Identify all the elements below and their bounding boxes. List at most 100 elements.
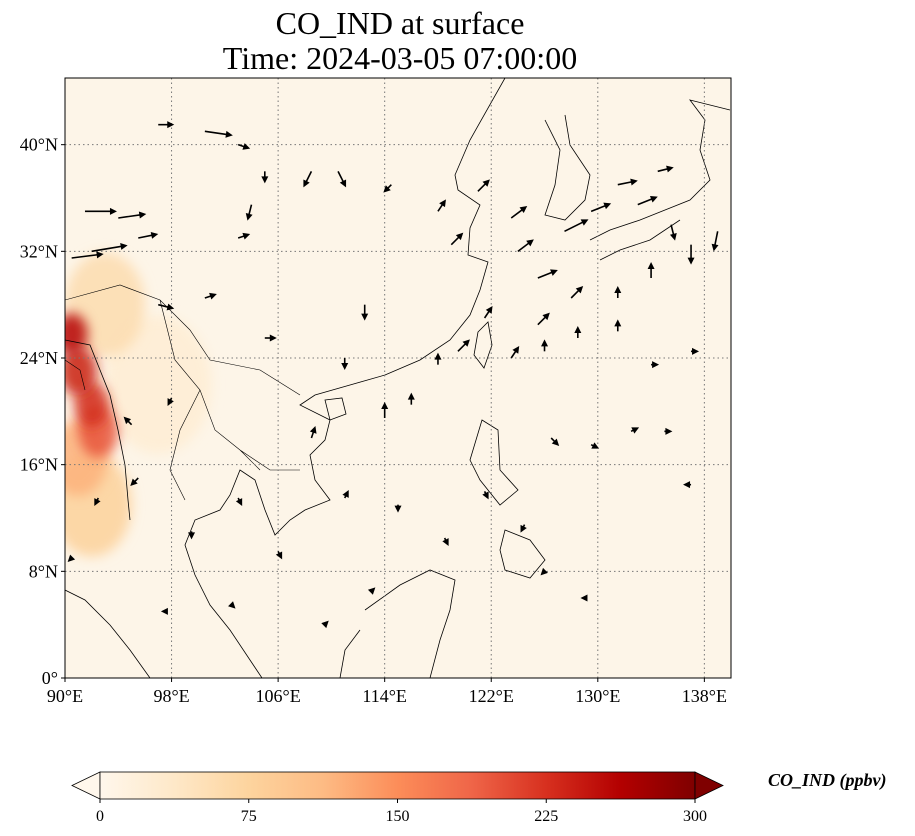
wind-arrow xyxy=(614,286,622,298)
coastline-taiwan xyxy=(473,321,493,369)
wind-arrow xyxy=(303,170,313,188)
co-hotspot xyxy=(104,315,212,454)
co-concentration-field xyxy=(65,252,212,557)
wind-arrow xyxy=(158,303,175,311)
wind-arrow xyxy=(457,339,470,352)
colorbar-extend-low xyxy=(71,771,101,800)
wind-arrow xyxy=(590,442,600,449)
lat-tick-label: 0° xyxy=(42,668,58,688)
colorbar-tick-label: 75 xyxy=(241,808,257,825)
wind-arrow xyxy=(580,594,588,602)
wind-arrow xyxy=(482,490,489,500)
lat-tick-label: 32°N xyxy=(20,241,58,261)
wind-arrow xyxy=(309,426,317,439)
wind-arrow xyxy=(711,231,719,252)
wind-arrow xyxy=(381,402,389,418)
colorbar-tick-label: 225 xyxy=(534,808,558,825)
wind-arrow xyxy=(647,262,655,278)
wind-arrow xyxy=(204,292,217,300)
wind-arrow xyxy=(237,143,251,150)
wind-arrow xyxy=(367,587,376,595)
wind-arrow xyxy=(637,196,658,206)
coastline-hainan xyxy=(324,397,347,421)
wind-arrow xyxy=(84,207,117,215)
coastline-korea xyxy=(544,114,591,221)
wind-arrow xyxy=(434,352,442,365)
wind-arrow xyxy=(691,347,700,355)
map-frame xyxy=(64,77,732,679)
wind-arrow xyxy=(541,339,549,352)
wind-arrow xyxy=(442,537,449,546)
colorbar-tick-label: 150 xyxy=(386,808,410,825)
wind-arrow xyxy=(321,620,329,629)
lat-tick-label: 8°N xyxy=(29,561,58,581)
wind-arrow xyxy=(341,358,349,370)
wind-arrow xyxy=(510,346,520,359)
lat-tick-label: 24°N xyxy=(20,348,58,368)
wind-arrow xyxy=(483,306,493,319)
axis-ticks: 90°E 98°E 106°E 114°E 122°E 130°E 138°E 0° 8°N 16… xyxy=(20,135,727,706)
lon-tick-label: 90°E xyxy=(47,686,83,706)
co-hotspot xyxy=(65,313,88,355)
wind-arrow xyxy=(264,334,277,342)
coastline-east-asia xyxy=(184,78,506,678)
coastline-borneo xyxy=(339,569,456,678)
lon-tick-label: 130°E xyxy=(575,686,620,706)
wind-arrow xyxy=(590,202,612,213)
wind-arrow xyxy=(71,251,104,259)
wind-arrow xyxy=(537,269,558,279)
coastline-mindanao xyxy=(499,529,546,579)
wind-arrow xyxy=(228,601,236,609)
map-title-line-2: Time: 2024-03-05 07:00:00 xyxy=(222,40,578,76)
lon-tick-label: 114°E xyxy=(362,686,407,706)
coastline-luzon xyxy=(469,419,519,506)
colorbar-label: CO_IND (ppbv) xyxy=(768,770,887,790)
wind-arrow xyxy=(477,179,490,192)
colorbar-ticks: 0 75 150 225 300 xyxy=(96,799,707,825)
wind-vectors xyxy=(67,121,719,629)
wind-arrow xyxy=(204,130,233,138)
wind-arrow xyxy=(118,211,147,219)
wind-arrow xyxy=(361,304,369,321)
wind-arrow xyxy=(669,224,677,241)
wind-arrow xyxy=(407,392,415,405)
wind-arrow xyxy=(130,477,139,486)
wind-arrow xyxy=(167,397,174,406)
map-title-line-1: CO_IND at surface xyxy=(275,5,525,41)
coastline-sumatra xyxy=(65,589,151,678)
wind-arrow xyxy=(664,427,673,435)
lon-tick-label: 138°E xyxy=(682,686,727,706)
wind-arrow xyxy=(537,312,550,326)
colorbar-extend-high xyxy=(694,771,724,800)
colorbar-body xyxy=(99,771,696,800)
lon-tick-label: 106°E xyxy=(256,686,301,706)
wind-arrow xyxy=(342,490,349,499)
wind-arrow xyxy=(245,204,253,221)
co-hotspot xyxy=(65,347,97,396)
wind-arrow xyxy=(540,567,548,576)
wind-arrow xyxy=(614,319,622,332)
coastline-bay-of-bengal xyxy=(65,339,131,521)
lat-tick-label: 40°N xyxy=(20,135,58,155)
wind-arrow xyxy=(138,231,159,239)
wind-arrow xyxy=(437,199,446,212)
coastline-japan xyxy=(589,99,731,261)
colorbar: 0 75 150 225 300 xyxy=(71,771,724,825)
wind-arrow xyxy=(158,121,175,129)
wind-arrow xyxy=(160,607,168,615)
wind-arrow xyxy=(94,497,101,506)
wind-arrow xyxy=(510,206,528,219)
wind-arrow xyxy=(570,286,584,299)
wind-arrow xyxy=(687,244,695,265)
wind-arrow xyxy=(450,232,464,246)
wind-arrow xyxy=(394,504,402,513)
colorbar-tick-label: 300 xyxy=(683,808,707,825)
lon-tick-label: 98°E xyxy=(153,686,189,706)
wind-arrow xyxy=(574,326,582,338)
wind-arrow xyxy=(550,437,560,446)
wind-arrow xyxy=(520,524,527,533)
colorbar-tick-label: 0 xyxy=(96,808,104,825)
wind-arrow xyxy=(564,219,589,233)
wind-arrow xyxy=(237,232,251,240)
